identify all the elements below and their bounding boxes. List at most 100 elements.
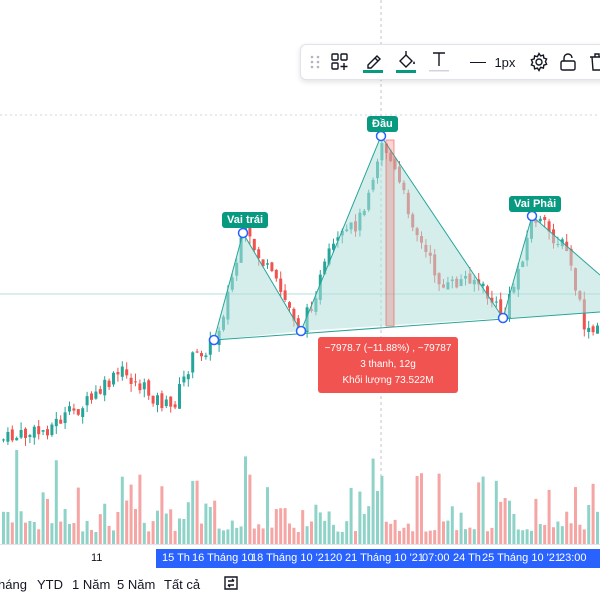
candle-body <box>76 409 80 415</box>
candle-body <box>283 290 287 300</box>
volume-bar <box>169 509 173 544</box>
volume-bar <box>582 529 586 544</box>
volume-bar <box>516 529 520 544</box>
volume-bar <box>420 473 423 544</box>
candle-body <box>486 286 489 299</box>
range-button-1y[interactable]: 1 Năm <box>72 577 111 592</box>
time-label: 21 Tháng 10 '21 <box>345 552 424 564</box>
line-width-label: 1px <box>494 54 516 70</box>
volume-bar <box>305 526 309 544</box>
pattern-handle <box>295 325 307 337</box>
pattern-handle <box>208 334 220 346</box>
volume-bar <box>433 530 437 544</box>
volume-bar <box>59 521 63 544</box>
volume-bar <box>178 518 181 544</box>
volume-bar <box>63 509 67 544</box>
volume-bar <box>164 513 168 544</box>
volume-bar <box>182 519 186 544</box>
candle-body <box>547 221 551 232</box>
range-button-ytd[interactable]: YTD <box>37 577 63 592</box>
volume-bar <box>521 530 525 544</box>
range-button-5y[interactable]: 5 Năm <box>117 577 156 592</box>
lock-icon[interactable] <box>555 47 582 77</box>
text-icon[interactable] <box>423 47 454 77</box>
price-chart[interactable] <box>0 0 600 544</box>
volume-bar <box>450 506 454 544</box>
volume-bar <box>384 521 388 544</box>
candle-body <box>94 391 98 399</box>
volume-bar <box>10 522 14 544</box>
volume-bar <box>24 522 27 544</box>
head-and-shoulders-pattern <box>208 130 600 346</box>
volume-bar <box>120 476 124 544</box>
candle-body <box>591 326 595 333</box>
candle-body <box>81 408 85 418</box>
volume-bar <box>538 524 542 544</box>
candle-body <box>63 412 67 424</box>
range-button-month[interactable]: háng <box>0 577 27 592</box>
chart-area[interactable]: Vai trái Đầu Vai Phải −7978.7 (−11.88%) … <box>0 0 600 544</box>
candle-body <box>112 372 115 385</box>
candle-body <box>327 248 331 265</box>
candle-body <box>270 262 274 271</box>
volume-bar <box>349 487 353 544</box>
volume-bar <box>81 531 85 544</box>
volume-bar <box>376 491 379 544</box>
candle-body <box>41 430 45 432</box>
candle-body <box>296 318 300 329</box>
volume-bar <box>398 530 401 544</box>
volume-bar <box>345 521 349 544</box>
candle-body <box>129 377 133 384</box>
fill-color-icon[interactable] <box>391 47 422 77</box>
candle-body <box>195 351 199 353</box>
volume-bar <box>358 491 362 544</box>
range-button-all[interactable]: Tất cả <box>164 577 201 592</box>
candle-body <box>134 381 137 383</box>
volume-bar <box>32 522 36 544</box>
pencil-color-icon[interactable] <box>358 47 389 77</box>
volume-bar <box>468 527 472 544</box>
volume-bar <box>556 521 560 544</box>
line-width-button[interactable]: 1px <box>462 47 523 77</box>
time-label: 11 <box>91 552 103 564</box>
settings-icon[interactable] <box>526 47 553 77</box>
volume-bar <box>72 523 76 544</box>
candle-body <box>50 424 54 436</box>
candle-body <box>125 369 129 376</box>
drag-handle-icon[interactable] <box>305 47 325 77</box>
volume-bar <box>296 531 300 544</box>
time-axis[interactable]: 11 15 Th 16 Tháng 10 18 Tháng 10 '21 20 … <box>0 544 600 569</box>
candle-body <box>596 325 599 334</box>
candle-body <box>200 352 203 357</box>
measure-volume: Khối lượng 73.522M <box>342 375 434 386</box>
volume-bar <box>257 524 261 544</box>
volume-bar <box>6 512 10 544</box>
template-icon[interactable] <box>327 47 354 77</box>
volume-bar <box>477 482 481 544</box>
volume-bar <box>200 523 203 544</box>
volume-bar <box>173 530 177 544</box>
candle-body <box>142 382 146 390</box>
candle-body <box>116 372 120 375</box>
date-range-icon[interactable] <box>222 574 240 595</box>
delete-icon[interactable] <box>584 47 600 77</box>
candle-body <box>32 426 36 438</box>
volume-bar <box>222 530 225 544</box>
volume-bar <box>151 521 155 544</box>
volume-bar <box>446 520 450 544</box>
volume-bar <box>103 503 107 544</box>
measure-bars: 3 thanh, 12g <box>360 359 416 370</box>
candle-body <box>332 243 335 250</box>
time-label: 25 Tháng 10 '21 <box>482 552 561 564</box>
volume-bar <box>437 473 441 544</box>
volume-bar <box>125 500 129 544</box>
volume-bar <box>239 526 243 544</box>
volume-bar <box>270 527 274 544</box>
volume-bar <box>274 509 278 544</box>
candle-body <box>587 327 591 332</box>
candlesticks <box>2 136 599 446</box>
volume-bar <box>543 524 547 544</box>
time-label: 18 Tháng 10 '21 <box>251 552 330 564</box>
candle-body <box>266 263 269 265</box>
volume-bar <box>90 529 93 544</box>
